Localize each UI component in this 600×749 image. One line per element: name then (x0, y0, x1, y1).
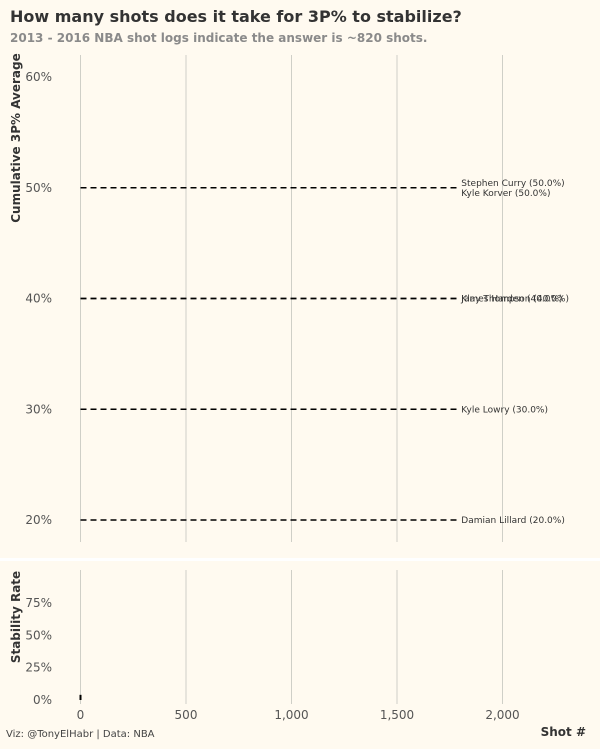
y-tick-label-top: 60% (25, 70, 52, 84)
chart-caption: Viz: @TonyElHabr | Data: NBA (6, 729, 155, 740)
x-tick-label: 0 (77, 708, 85, 722)
y-tick-label-top: 50% (25, 181, 52, 195)
y-tick-label-top: 40% (25, 292, 52, 306)
top-panel: 20%30%40%50%60%Stephen Curry (50.0%)Kyle… (25, 55, 569, 542)
chart-subtitle: 2013 - 2016 NBA shot logs indicate the a… (10, 31, 428, 45)
series-label: Damian Lillard (20.0%) (461, 516, 565, 526)
y-tick-label-bottom: 50% (25, 628, 52, 642)
y-tick-label-top: 20% (25, 513, 52, 527)
x-axis-title: Shot # (541, 725, 586, 739)
bottom-panel: 0% 25% 50% 75% 0 500 1,000 1,500 2,000 (25, 570, 520, 722)
series-label: James Harden (40.0%) (460, 295, 562, 305)
x-tick-label: 1,500 (380, 708, 414, 722)
series-label: Stephen Curry (50.0%) (461, 179, 564, 189)
y-tick-label-bottom: 0% (33, 693, 52, 707)
series-label: Klay Thompson (40.0%) (461, 295, 569, 305)
y-tick-label-bottom: 25% (25, 661, 52, 675)
x-tick-label: 2,000 (485, 708, 519, 722)
y-tick-label-top: 30% (25, 402, 52, 416)
y-tick-label-bottom: 75% (25, 596, 52, 610)
x-tick-label: 500 (175, 708, 198, 722)
series-label: Kyle Korver (50.0%) (461, 189, 550, 199)
chart-title: How many shots does it take for 3P% to s… (10, 7, 462, 26)
y-axis-title-top: Cumulative 3P% Average (9, 53, 23, 223)
x-tick-label: 1,000 (274, 708, 308, 722)
series-label: Kyle Lowry (30.0%) (461, 405, 548, 415)
y-axis-title-bottom: Stability Rate (9, 571, 23, 663)
